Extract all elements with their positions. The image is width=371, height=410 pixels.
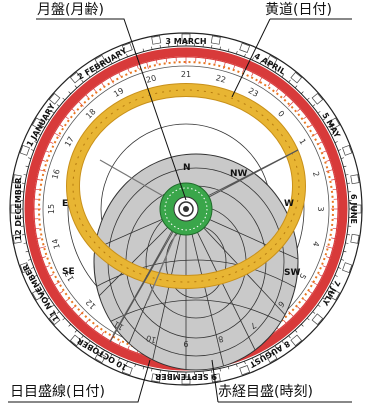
- direction-south-west: SW: [284, 268, 300, 278]
- outer-notch: [210, 35, 221, 45]
- horizon-window: [93, 153, 299, 371]
- outer-wheel-notches: [10, 33, 362, 385]
- ra-hour-label: 8: [217, 334, 224, 344]
- outer-notch: [311, 92, 324, 105]
- direction-north-west: NW: [230, 169, 248, 179]
- ra-hour-label: 16: [50, 168, 61, 180]
- outer-notch: [69, 334, 82, 347]
- outer-notch: [239, 42, 251, 53]
- outer-notch: [48, 313, 61, 326]
- direction-south-east: SE: [62, 267, 75, 277]
- outer-notch: [121, 365, 133, 376]
- outer-notch: [350, 174, 360, 185]
- callout-moon-dial: 月盤(月齢): [37, 2, 104, 18]
- month-day-ticks: [17, 40, 355, 378]
- ra-hour-label: 5: [297, 272, 307, 281]
- ra-hour-label: 11: [112, 319, 125, 332]
- ra-hour-label: 1: [297, 137, 307, 146]
- outer-notch: [290, 71, 303, 84]
- ra-hour-label: 15: [47, 204, 56, 214]
- callout-day-scale-line: 日目盛線(日付): [10, 384, 105, 400]
- outer-notch: [69, 71, 82, 84]
- ra-hour-label: 14: [50, 238, 61, 250]
- ra-hour-label: 22: [215, 73, 227, 84]
- ra-hour-label: 23: [247, 86, 260, 99]
- callout-leaders: [8, 18, 352, 403]
- ra-hour-label: 13: [63, 270, 76, 283]
- ra-hour-label: 10: [145, 333, 157, 344]
- direction-east: E: [62, 199, 68, 209]
- callout-ra-scale: 赤経目盛(時刻): [218, 384, 313, 400]
- outer-notch: [12, 174, 22, 185]
- outer-notch: [19, 262, 30, 274]
- outer-notch: [342, 144, 353, 156]
- month-label: 12 DECEMBER: [14, 177, 23, 240]
- outer-notch: [290, 334, 303, 347]
- ra-hour-label: 17: [63, 135, 76, 148]
- ra-hour-label: 9: [183, 339, 188, 348]
- direction-north: N: [183, 163, 191, 173]
- ra-hour-label: 7: [249, 320, 258, 330]
- outer-notch: [48, 92, 61, 105]
- outer-notch: [350, 233, 360, 244]
- outer-notch: [151, 373, 162, 383]
- outer-notch: [19, 144, 30, 156]
- ra-hour-label: 6: [276, 299, 286, 309]
- ra-hour-label: 19: [112, 86, 125, 99]
- outer-notch: [12, 233, 22, 244]
- ra-hour-label: 3: [316, 206, 325, 211]
- ra-hour-label: 4: [311, 240, 321, 247]
- direction-west: W: [284, 199, 294, 209]
- outer-notch: [239, 365, 251, 376]
- outer-notch: [151, 35, 162, 45]
- ra-hour-label: 2: [311, 171, 321, 178]
- outer-notch: [210, 373, 221, 383]
- center-pivot: [183, 206, 189, 212]
- ra-hour-label: 0: [276, 109, 286, 119]
- ra-hour-label: 20: [145, 73, 157, 84]
- outer-notch: [342, 262, 353, 274]
- month-label: 9 SEPTEMBER: [155, 372, 217, 381]
- month-label: 6 JUNE: [349, 194, 358, 224]
- outer-notch: [121, 42, 133, 53]
- callout-ecliptic: 黄道(日付): [265, 2, 332, 18]
- outer-notch: [311, 313, 324, 326]
- month-label: 3 MARCH: [165, 37, 206, 46]
- ra-hour-label: 21: [181, 70, 191, 79]
